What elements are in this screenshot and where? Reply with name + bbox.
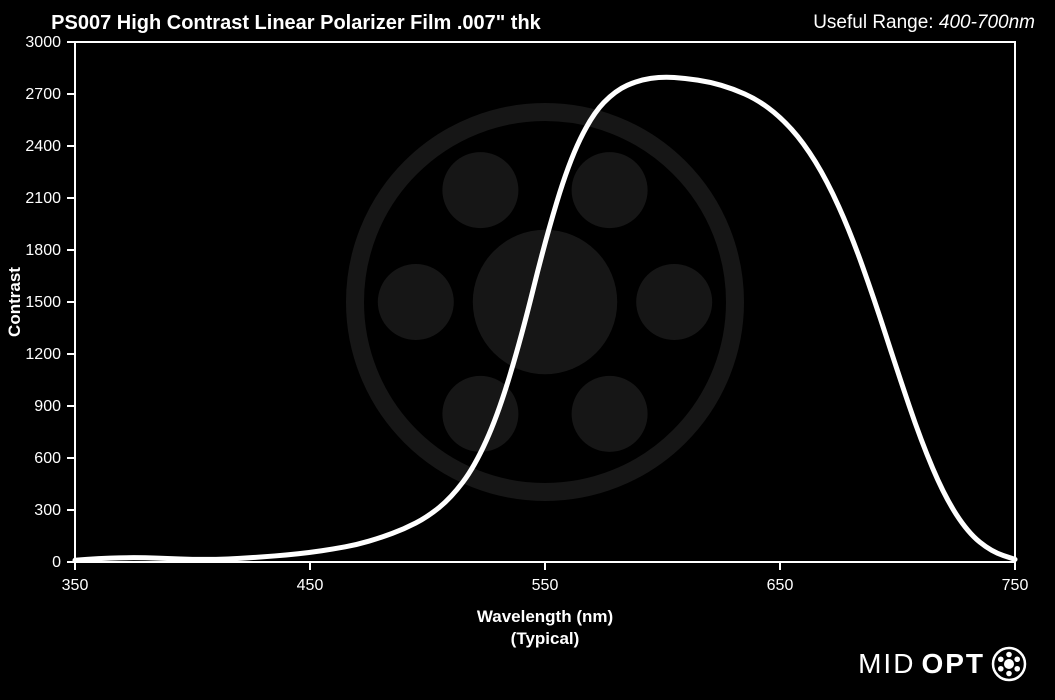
y-tick-label: 1800: [25, 242, 61, 259]
y-axis-label: Contrast: [5, 267, 24, 337]
y-tick-label: 2100: [25, 190, 61, 207]
x-axis-sublabel: (Typical): [511, 629, 580, 648]
y-tick-label: 2700: [25, 86, 61, 103]
y-tick-label: 3000: [25, 34, 61, 51]
brand-logo: MIDOPT: [858, 646, 1027, 682]
y-tick-label: 0: [52, 554, 61, 571]
y-tick-label: 1500: [25, 294, 61, 311]
logo-text-opt: OPT: [921, 648, 985, 680]
x-tick-label: 650: [767, 577, 794, 594]
x-tick-label: 750: [1002, 577, 1029, 594]
x-tick-label: 550: [532, 577, 559, 594]
y-ticks: 0 300 600 900 1200 1500 1800 2100 2400 2700 3000: [25, 34, 75, 571]
y-tick-label: 1200: [25, 346, 61, 363]
y-tick-label: 900: [34, 398, 61, 415]
x-tick-label: 450: [297, 577, 324, 594]
y-tick-label: 300: [34, 502, 61, 519]
aperture-icon: [991, 646, 1027, 682]
x-axis-label: Wavelength (nm): [477, 607, 613, 626]
chart-svg: 350 450 550 650 750 0 300 600 900 1200 1500 1800 21…: [0, 0, 1055, 700]
watermark-icon: [355, 112, 735, 492]
y-tick-label: 600: [34, 450, 61, 467]
x-ticks: 350 450 550 650 750: [62, 562, 1029, 594]
x-tick-label: 350: [62, 577, 89, 594]
logo-text-mid: MID: [858, 648, 915, 680]
y-tick-label: 2400: [25, 138, 61, 155]
